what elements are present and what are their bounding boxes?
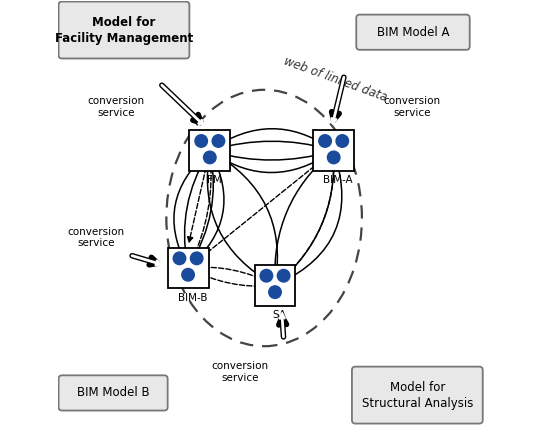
FancyArrowPatch shape [213, 152, 332, 173]
Circle shape [173, 252, 186, 265]
FancyArrowPatch shape [174, 153, 208, 264]
FancyArrowPatch shape [190, 155, 214, 266]
FancyArrowPatch shape [277, 155, 337, 283]
Text: BIM Model B: BIM Model B [77, 386, 150, 399]
Circle shape [269, 286, 281, 298]
FancyArrowPatch shape [206, 155, 273, 284]
Text: FM: FM [207, 175, 222, 185]
Circle shape [327, 151, 340, 164]
FancyArrowPatch shape [278, 153, 334, 283]
Text: web of linked data: web of linked data [282, 54, 389, 104]
Circle shape [212, 135, 224, 147]
FancyArrowPatch shape [192, 265, 273, 284]
FancyArrowPatch shape [279, 153, 342, 283]
FancyArrowPatch shape [190, 153, 211, 264]
Text: conversion
service: conversion service [383, 96, 441, 118]
FancyArrowPatch shape [214, 151, 331, 160]
Circle shape [190, 252, 203, 265]
Text: BIM Model A: BIM Model A [377, 26, 449, 39]
Text: Model for
Facility Management: Model for Facility Management [55, 16, 193, 44]
FancyArrowPatch shape [212, 129, 330, 149]
Circle shape [319, 135, 331, 147]
Text: Model for
Structural Analysis: Model for Structural Analysis [362, 381, 473, 409]
FancyBboxPatch shape [352, 367, 483, 423]
Circle shape [277, 269, 290, 282]
Circle shape [204, 151, 216, 164]
FancyBboxPatch shape [356, 14, 470, 50]
Text: BIM-B: BIM-B [178, 293, 207, 303]
Circle shape [260, 269, 273, 282]
Text: BIM-A: BIM-A [323, 175, 353, 185]
FancyArrowPatch shape [274, 153, 330, 283]
Circle shape [195, 135, 207, 147]
FancyBboxPatch shape [58, 2, 189, 58]
FancyBboxPatch shape [189, 130, 230, 171]
FancyArrowPatch shape [191, 152, 332, 265]
FancyBboxPatch shape [314, 130, 354, 171]
FancyBboxPatch shape [168, 248, 208, 288]
FancyArrowPatch shape [188, 153, 209, 242]
FancyBboxPatch shape [58, 375, 168, 411]
FancyArrowPatch shape [190, 155, 224, 266]
FancyBboxPatch shape [255, 265, 295, 306]
Circle shape [336, 135, 349, 147]
Text: conversion
service: conversion service [88, 96, 145, 118]
Text: conversion
service: conversion service [68, 227, 124, 249]
Text: conversion
service: conversion service [212, 361, 269, 383]
FancyArrowPatch shape [184, 153, 208, 264]
Text: SA: SA [272, 310, 287, 320]
FancyArrowPatch shape [212, 141, 329, 150]
FancyArrowPatch shape [190, 269, 271, 289]
Circle shape [182, 269, 194, 281]
FancyArrowPatch shape [212, 152, 279, 281]
